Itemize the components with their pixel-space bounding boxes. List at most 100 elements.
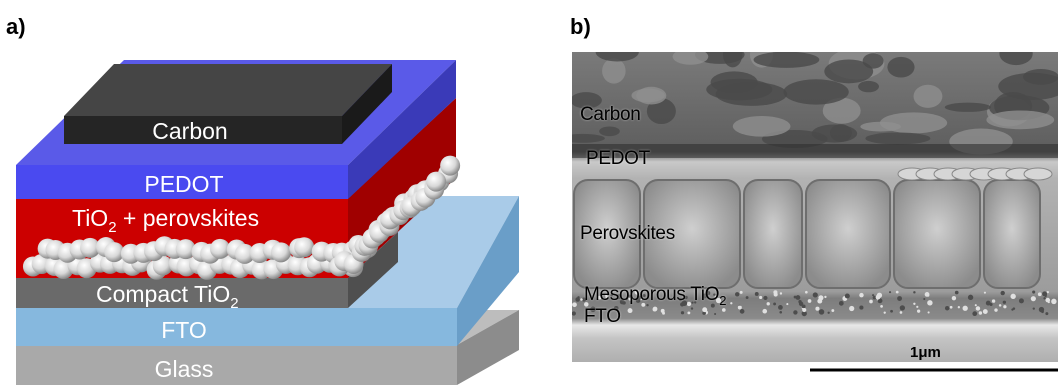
carbon-front-face [64,116,342,144]
tio2-perovskite-label: TiO2 + perovskites [72,205,259,236]
mesoporous-speck [613,306,619,311]
tio2-perovskite-label-prefix: TiO [72,205,108,231]
mesoporous-speck [691,301,694,304]
mesoporous-speck [714,295,717,298]
mesoporous-speck [779,310,783,314]
sem-fto-label: FTO [584,306,621,327]
nanoparticle [234,243,255,264]
mesoporous-speck [913,291,916,294]
mesoporous-speck [994,308,998,312]
mesoporous-speck [831,309,835,313]
fto-front-face [16,308,457,346]
carbon-particle [887,56,915,78]
carbon-particle [829,124,852,142]
mesoporous-speck [680,311,685,315]
perovskite-grain [805,179,891,289]
mesoporous-speck [759,295,763,300]
mesoporous-speck [927,311,930,314]
carbon-side-face [342,64,392,144]
mesoporous-speck [1043,297,1046,300]
mesoporous-speck [762,308,768,314]
carbon-particle [722,52,743,68]
perovskite-grain [983,179,1041,289]
glass-front-face [16,345,457,385]
carbon-particle [753,52,820,68]
mesoporous-speck [635,298,641,303]
mesoporous-speck [872,294,875,297]
panel-b-label: b) [570,14,591,39]
sem-mesoporous-sub: 2 [719,292,727,308]
mesoporous-speck [916,309,921,313]
mesoporous-speck [880,305,883,308]
mesoporous-speck [766,302,770,306]
mesoporous-speck [951,295,957,301]
mesoporous-speck [924,291,930,297]
carbon-particle [858,80,879,93]
mesoporous-speck [597,295,602,300]
mesoporous-speck [1000,290,1005,296]
solar-cell-schematic: Carbon PEDOT TiO2 + perovskites Compact … [16,60,519,385]
mesoporous-speck [1003,305,1007,309]
mesoporous-speck [838,300,844,306]
scale-bar-background [572,362,1058,385]
mesoporous-speck [705,290,711,296]
glass-side-face [457,310,519,385]
mesoporous-speck [895,290,899,294]
mesoporous-speck [628,294,632,298]
mesoporous-speck [619,299,625,305]
mesoporous-speck [991,299,996,303]
mesoporous-speck [684,295,688,300]
carbon-particle [572,92,602,109]
mesoporous-speck [802,308,807,313]
mesoporous-speck [590,306,596,313]
mesoporous-speck [812,292,818,298]
mesoporous-speck [793,295,797,299]
compact-label-sub: 2 [230,295,238,312]
carbon-particle [631,88,665,103]
mesoporous-speck [844,293,850,299]
mesoporous-texture [572,289,1057,317]
mesoporous-speck [739,290,743,294]
mesoporous-speck [572,302,577,308]
mesoporous-speck [575,297,580,302]
compact-label-prefix: Compact TiO [96,281,230,307]
pedot-side-face [348,60,456,199]
nanoparticle [440,155,461,176]
mesoporous-speck [801,304,806,309]
mesoporous-speck [605,295,608,299]
carbon-rubble [572,52,1058,158]
mesoporous-speck [714,312,717,315]
mesoporous-speck [998,304,1002,307]
carbon-particle [986,110,1055,130]
mesoporous-speck [974,304,977,307]
mesoporous-speck [1032,290,1036,294]
carbon-particle [710,71,758,94]
mesoporous-speck [818,295,824,301]
mesoporous-speck [625,298,628,301]
mesoporous-speck [634,289,640,295]
mesoporous-speck [985,300,991,306]
carbon-particle [860,121,902,132]
mesoporous-speck [859,292,864,298]
carbon-label: Carbon [152,118,227,144]
mesoporous-speck [883,311,886,314]
pedot-bump [1023,167,1053,181]
layer-stack-drawing: Carbon PEDOT TiO2 + perovskites Compact … [16,60,519,385]
perovskite-grain [743,179,803,289]
nanoparticle [175,239,196,260]
carbon-gap [572,144,1058,158]
mesoporous-speck [962,305,968,311]
mesoporous-speck [849,305,855,312]
mesoporous-speck [978,311,983,315]
carbon-particle [913,84,943,108]
sem-carbon-label: Carbon [580,104,641,125]
mesoporous-speck [713,293,716,296]
mesoporous-speck [897,296,903,301]
mesoporous-speck [628,297,633,301]
tio2-perovskite-label-sub: 2 [108,219,116,236]
compact-side-face [348,232,398,308]
mesoporous-speck [681,300,688,306]
mesoporous-speck [801,310,807,317]
fto-label: FTO [161,317,207,343]
mesoporous-speck [899,311,903,314]
